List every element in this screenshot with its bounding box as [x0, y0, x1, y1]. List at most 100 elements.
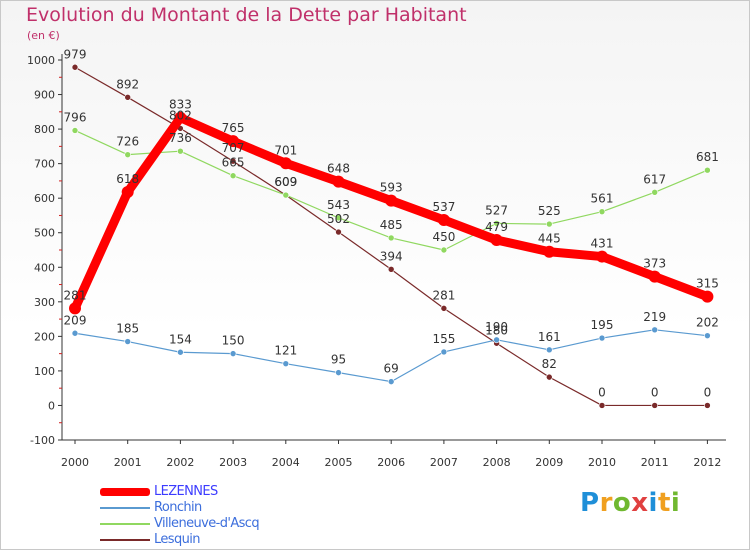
data-label: 190 [485, 320, 508, 334]
data-point [651, 402, 659, 409]
y-tick-label: 0 [48, 399, 55, 412]
data-point [440, 348, 448, 356]
data-label: 219 [643, 310, 666, 324]
data-point [493, 220, 500, 227]
x-tick-label: 2005 [325, 456, 353, 469]
logo-letter: P [580, 488, 600, 518]
data-point [177, 348, 184, 356]
data-label: 736 [169, 131, 192, 145]
data-label: 180 [485, 323, 508, 337]
data-label: 796 [64, 110, 87, 124]
data-label: 445 [538, 232, 561, 246]
data-point [490, 233, 503, 246]
y-tick-label: 100 [34, 365, 55, 378]
data-label: 154 [169, 332, 192, 346]
data-label: 479 [485, 220, 508, 234]
data-point [701, 290, 714, 303]
logo-letter: i [648, 488, 658, 518]
data-point [227, 135, 240, 148]
x-tick-label: 2001 [114, 456, 142, 469]
data-point [545, 346, 553, 354]
x-tick-label: 2012 [693, 456, 721, 469]
data-point [335, 369, 342, 376]
y-tick-label: 1000 [27, 54, 55, 67]
data-point [229, 172, 237, 180]
logo-letter: t [657, 488, 671, 518]
data-label: 0 [704, 385, 712, 399]
data-label: 95 [331, 353, 346, 367]
data-point [69, 302, 81, 315]
data-label: 373 [643, 257, 666, 271]
data-label: 209 [64, 313, 87, 327]
x-tick-label: 2000 [61, 456, 89, 469]
data-label: 185 [116, 322, 139, 336]
data-label: 561 [591, 192, 614, 206]
data-point [651, 189, 659, 196]
data-label: 0 [598, 385, 606, 399]
data-point [71, 329, 79, 337]
x-tick-label: 2003 [219, 456, 247, 469]
data-point [437, 213, 450, 226]
data-label: 617 [643, 172, 666, 186]
data-point [545, 220, 553, 228]
data-label: 525 [538, 204, 561, 218]
data-label: 0 [651, 385, 659, 399]
logo-letter: i [670, 488, 681, 518]
data-label: 315 [696, 277, 719, 291]
data-label: 195 [591, 318, 614, 332]
y-tick-label: 900 [34, 89, 55, 102]
data-point [704, 402, 711, 409]
data-point [648, 270, 661, 283]
legend-label: LEZENNES [154, 484, 218, 499]
data-label: 543 [327, 198, 350, 212]
data-label: 726 [116, 135, 139, 149]
y-tick-label: 700 [34, 158, 55, 171]
data-point [387, 266, 395, 273]
y-tick-label: 500 [34, 227, 55, 240]
y-tick-label: 200 [34, 330, 55, 343]
data-point [387, 234, 395, 242]
data-point [545, 373, 553, 381]
data-point [704, 166, 711, 174]
x-tick-label: 2002 [166, 456, 194, 469]
x-tick-label: 2011 [641, 456, 669, 469]
y-tick-label: 400 [34, 261, 55, 274]
data-label: 485 [380, 218, 403, 232]
data-point [440, 246, 448, 254]
data-point [71, 127, 79, 134]
x-tick-label: 2004 [272, 456, 300, 469]
data-label: 802 [169, 108, 192, 122]
data-point [704, 332, 711, 339]
data-point [598, 208, 606, 215]
data-point [543, 245, 556, 258]
legend-swatch [100, 507, 150, 509]
data-label: 450 [432, 230, 455, 244]
unit-label: (en €) [27, 29, 60, 42]
data-label: 155 [432, 332, 455, 346]
data-label: 502 [327, 212, 350, 226]
data-label: 701 [274, 143, 297, 157]
data-label: 202 [696, 316, 719, 330]
y-tick-label: 800 [34, 123, 55, 136]
data-label: 681 [696, 150, 719, 164]
data-label: 707 [222, 141, 245, 155]
data-point [332, 175, 345, 188]
data-label: 665 [222, 156, 245, 170]
data-point [71, 63, 79, 71]
legend-label: Ronchin [154, 500, 202, 515]
data-point [124, 151, 131, 158]
data-label: 892 [116, 77, 139, 91]
data-label: 593 [380, 181, 403, 195]
data-point [282, 360, 290, 367]
data-point [598, 334, 606, 342]
data-label: 979 [64, 47, 87, 61]
data-label: 527 [485, 203, 508, 217]
data-label: 609 [274, 175, 297, 189]
y-tick-label: 600 [34, 192, 55, 205]
data-label: 431 [591, 237, 614, 251]
data-point [598, 402, 606, 409]
data-point [121, 185, 134, 198]
legend-label: Villeneuve-d'Ascq [154, 516, 260, 531]
